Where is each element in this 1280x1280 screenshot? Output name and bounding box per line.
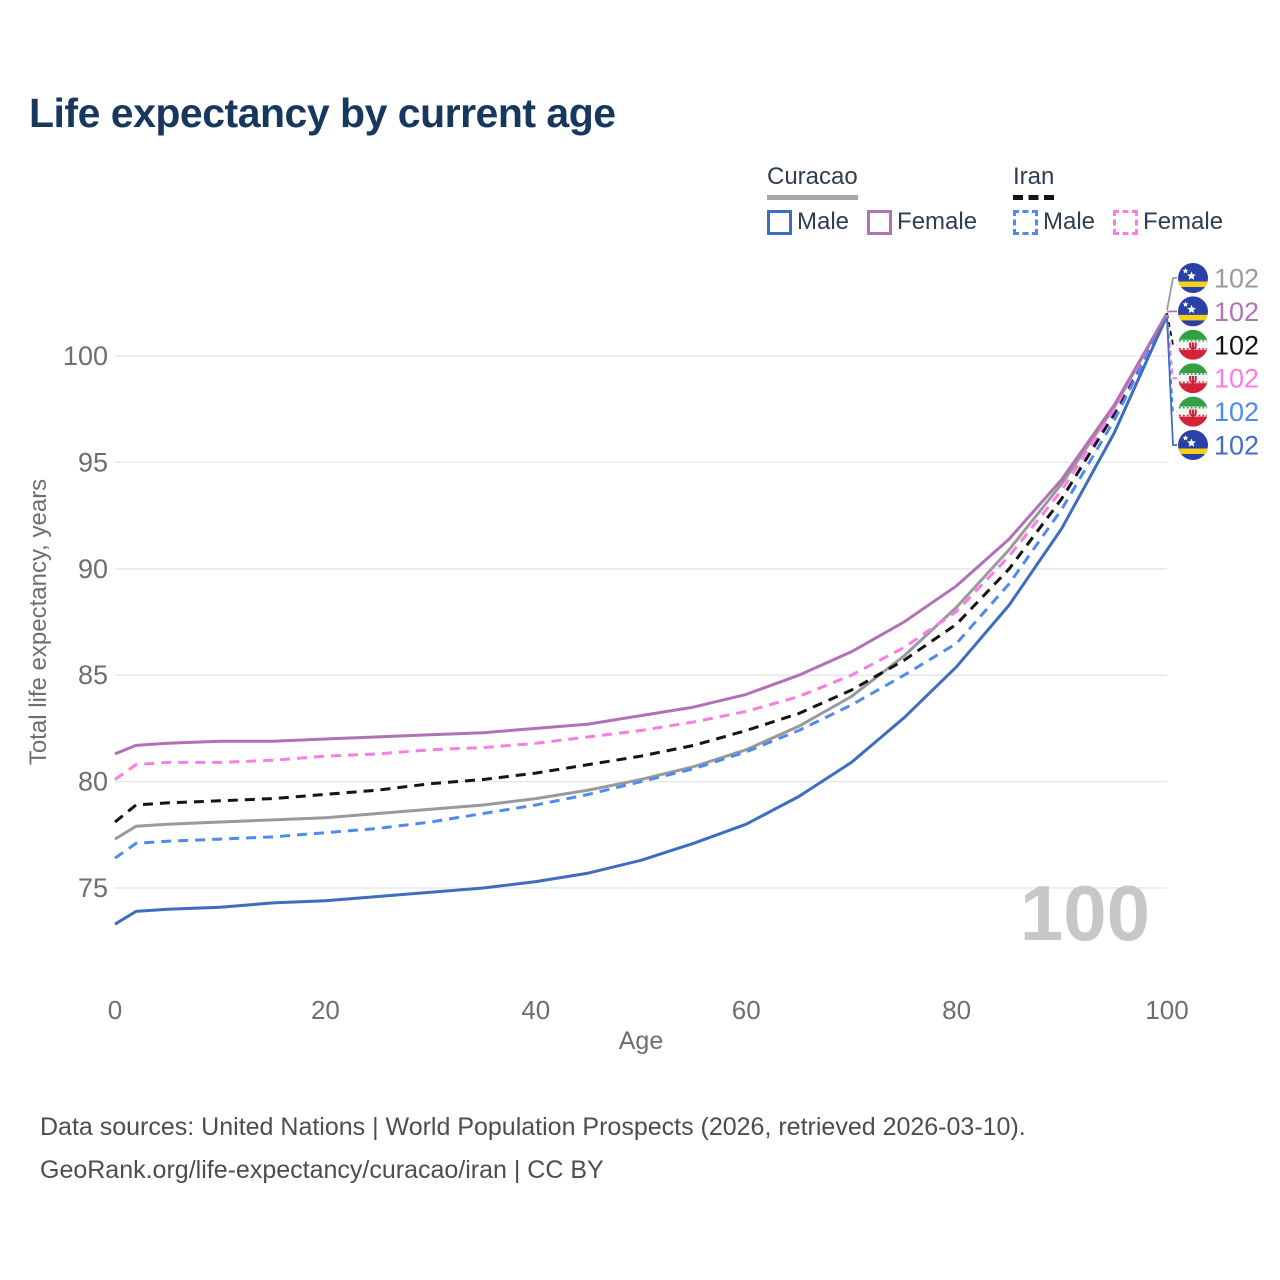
legend-group-curacao: Curacao Male Female xyxy=(767,163,995,236)
x-tick-label-60: 60 xyxy=(732,995,761,1025)
y-tick-label-75: 75 xyxy=(78,873,108,903)
flag-iran-icon: ψ xyxy=(1178,363,1208,394)
swatch-curacao-male-icon xyxy=(767,209,792,235)
watermark-age-value: 100 xyxy=(1020,869,1150,957)
series-line-iran-male xyxy=(114,314,1169,860)
end-label-value-iran-both-sexes: 102 xyxy=(1214,330,1259,360)
series-line-curacao-female xyxy=(114,312,1169,756)
x-tick-label-40: 40 xyxy=(521,995,550,1025)
x-tick-label-80: 80 xyxy=(942,995,971,1025)
legend-item-iran-male[interactable]: Male xyxy=(1013,208,1095,236)
end-label-value-curacao-female: 102 xyxy=(1214,297,1259,327)
y-tick-label-80: 80 xyxy=(78,767,108,797)
legend-group-iran: Iran Male Female xyxy=(1013,163,1241,236)
swatch-iran-female-icon xyxy=(1113,209,1139,235)
legend-item-label: Male xyxy=(797,208,850,235)
legend-group-title-iran[interactable]: Iran xyxy=(1013,163,1055,200)
svg-text:ψ: ψ xyxy=(1188,372,1197,386)
page-title: Life expectancy by current age xyxy=(29,90,616,136)
legend-underline-dashed xyxy=(1013,195,1055,200)
legend-item-label: Female xyxy=(897,208,978,235)
footer-attribution: GeoRank.org/life-expectancy/curacao/iran… xyxy=(40,1156,604,1184)
x-tick-label-100: 100 xyxy=(1145,995,1188,1025)
end-label-value-curacao-male: 102 xyxy=(1214,431,1259,461)
legend-item-curacao-female[interactable]: Female xyxy=(867,208,977,236)
svg-text:ψ: ψ xyxy=(1188,405,1197,419)
flag-iran-icon: ψ xyxy=(1178,329,1208,360)
legend-item-label: Female xyxy=(1143,208,1224,235)
footer-data-sources: Data sources: United Nations | World Pop… xyxy=(40,1113,1026,1141)
legend-underline-solid xyxy=(767,195,858,200)
swatch-curacao-female-icon xyxy=(867,209,893,235)
flag-curacao-icon xyxy=(1178,296,1208,327)
end-label-connector-curacao-male xyxy=(1166,317,1177,446)
series-line-iran-female xyxy=(114,312,1169,781)
end-label-value-iran-male: 102 xyxy=(1214,397,1259,427)
end-label-connector-iran-both-sexes xyxy=(1166,313,1177,346)
flag-curacao-icon xyxy=(1178,430,1208,460)
legend-item-iran-female[interactable]: Female xyxy=(1113,208,1223,236)
legend-group-name: Curacao xyxy=(767,163,858,190)
x-axis-title: Age xyxy=(619,1027,663,1055)
legend-group-name: Iran xyxy=(1013,163,1055,190)
swatch-iran-male-icon xyxy=(1013,209,1038,235)
footer: Data sources: United Nations | World Pop… xyxy=(40,1106,1026,1192)
end-label-value-curacao-both-sexes: 102 xyxy=(1214,264,1259,294)
x-tick-label-20: 20 xyxy=(311,995,340,1025)
y-tick-label-95: 95 xyxy=(78,447,108,477)
y-tick-label-100: 100 xyxy=(63,341,108,371)
svg-text:ψ: ψ xyxy=(1188,338,1197,352)
series-line-curacao-male xyxy=(114,314,1169,926)
series-line-curacao-both-sexes xyxy=(114,312,1169,841)
series-line-iran-both-sexes xyxy=(114,312,1169,824)
x-tick-label-0: 0 xyxy=(108,995,122,1025)
legend-item-curacao-male[interactable]: Male xyxy=(767,208,849,236)
y-axis-title: Total life expectancy, years xyxy=(25,479,52,765)
legend-group-title-curacao[interactable]: Curacao xyxy=(767,163,858,200)
y-tick-label-85: 85 xyxy=(78,660,108,690)
flag-iran-icon: ψ xyxy=(1178,396,1208,427)
end-label-connector-curacao-both-sexes xyxy=(1166,277,1177,311)
y-tick-label-90: 90 xyxy=(78,554,108,584)
flag-curacao-icon xyxy=(1178,263,1208,293)
end-label-value-iran-female: 102 xyxy=(1214,364,1259,394)
legend-item-label: Male xyxy=(1043,208,1096,235)
